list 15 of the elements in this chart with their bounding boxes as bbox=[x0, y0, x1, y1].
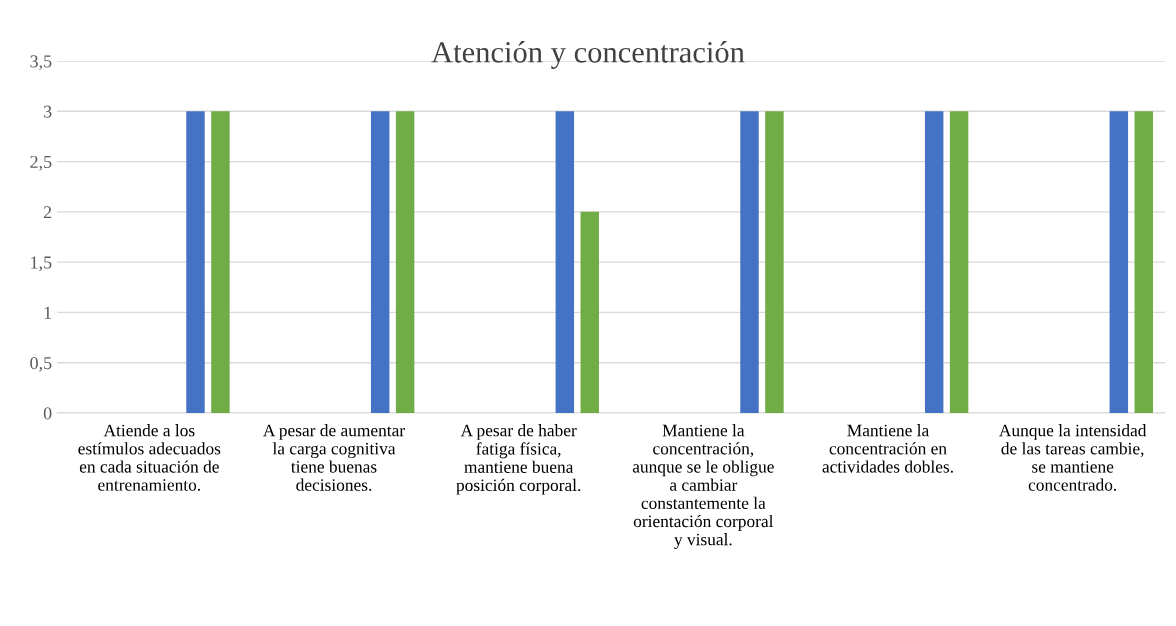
x-tick-label: Mantiene la concentración, aunque se le obligue a cambiar constantemente la orientación corporal y visual. bbox=[632, 424, 774, 549]
x-tick-label: Aunque la intensidad de las tareas cambie, se mantiene concentrado. bbox=[999, 424, 1147, 491]
x-tick-label: Mantiene la concentración en actividades dobles. bbox=[822, 424, 953, 473]
y-tick-label: 1,5 bbox=[31, 256, 52, 272]
x-tick-label: A pesar de aumentar la carga cognitiva tiene buenas decisiones. bbox=[263, 424, 405, 491]
y-tick-label: 2,5 bbox=[30, 155, 52, 171]
y-tick-label: 0 bbox=[43, 407, 52, 420]
chart-title: Atención y concentración bbox=[431, 41, 745, 69]
y-tick-label: 3,5 bbox=[30, 55, 52, 71]
y-tick-label: 0,5 bbox=[30, 356, 52, 372]
y-tick-label: 3 bbox=[43, 105, 52, 118]
y-tick-label: 2 bbox=[43, 206, 52, 219]
x-tick-label: Atiende a los estímulos adecuados en cada situación de entrenamiento. bbox=[78, 424, 221, 491]
y-tick-label: 1 bbox=[44, 306, 52, 319]
x-tick-label: A pesar de haber fatiga física, mantiene buena posición corporal. bbox=[456, 424, 581, 495]
